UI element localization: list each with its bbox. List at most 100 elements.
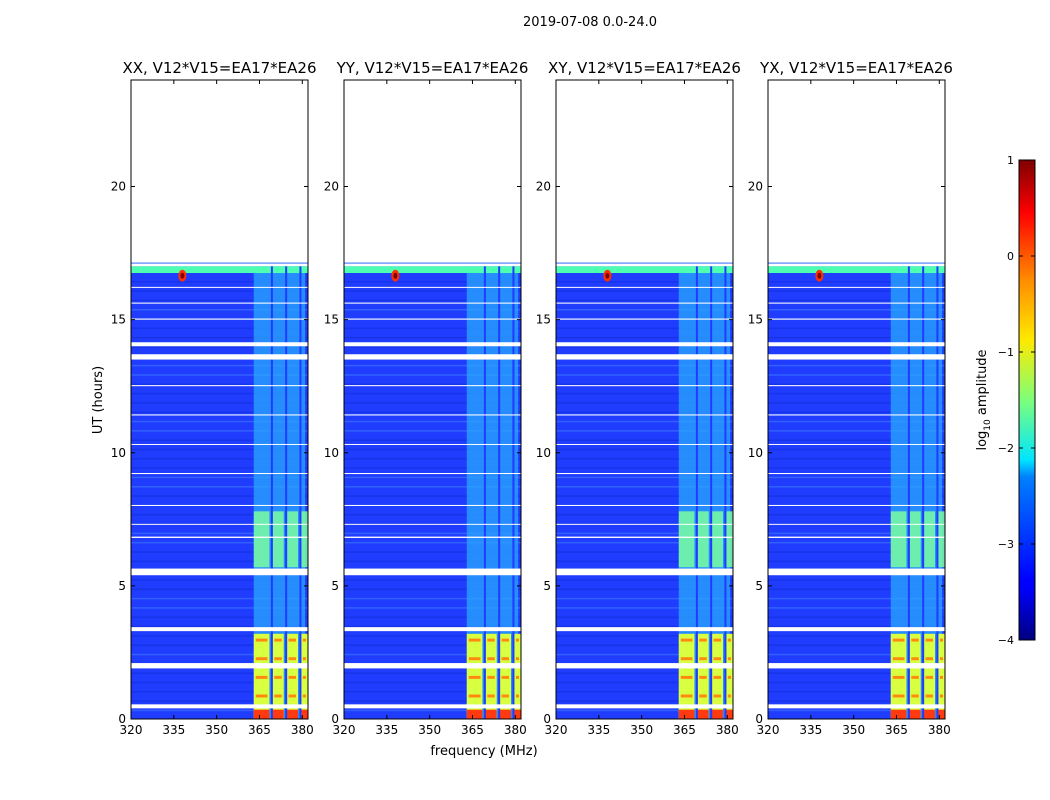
band-hot-segment: [272, 709, 284, 719]
band-high-segment: [697, 511, 709, 568]
flagged-interval: [556, 385, 733, 387]
rfi-spike-core: [817, 272, 822, 279]
band-warm-streak: [487, 657, 495, 661]
flagged-interval: [344, 536, 521, 538]
x-tick-label: 380: [504, 723, 527, 737]
band-warm-streak: [501, 675, 510, 679]
x-tick-label: 365: [885, 723, 908, 737]
y-tick-label: 20: [536, 180, 551, 194]
noise-row: [131, 336, 308, 339]
band-warm-streak: [925, 638, 934, 642]
band-hot-segment: [466, 709, 483, 719]
noise-row: [556, 672, 733, 674]
colorbar-tick-label: 1: [1007, 154, 1014, 167]
band-high-segment: [923, 511, 936, 568]
noise-row: [344, 653, 521, 656]
panel-title: XX, V12*V15=EA17*EA26: [122, 59, 316, 77]
noise-row: [131, 495, 308, 497]
flagged-interval: [556, 523, 733, 525]
noise-row: [131, 364, 308, 367]
noise-row: [768, 551, 945, 553]
panel-frame: [767, 79, 946, 720]
noise-row: [768, 625, 945, 628]
y-axis-label: UT (hours): [91, 366, 106, 434]
band-warm-streak: [302, 638, 306, 642]
noise-row: [768, 597, 945, 600]
band-warm-streak: [911, 638, 919, 642]
band-warm-streak: [468, 657, 481, 661]
noise-row: [556, 681, 733, 684]
band-warm-streak: [255, 638, 268, 642]
flagged-interval: [768, 414, 945, 416]
noise-row: [131, 616, 308, 618]
band-warm-streak: [939, 657, 943, 661]
panel-xx: XX, V12*V15=EA17*EA26 320 335 350 365 380 0 5 10…: [111, 59, 317, 737]
noise-row: [344, 700, 521, 702]
noise-row: [344, 374, 521, 376]
noise-row: [131, 476, 308, 479]
flagged-interval: [131, 627, 308, 632]
noise-row: [344, 588, 521, 591]
band-warm-streak: [501, 694, 510, 698]
rfi-spike-core: [180, 272, 185, 279]
noise-row: [556, 281, 733, 283]
flagged-interval: [556, 443, 733, 445]
noise-row: [344, 635, 521, 637]
band-hot-segment: [300, 709, 308, 719]
noise-row: [131, 644, 308, 646]
panel-frame: [555, 79, 734, 720]
band-warm-streak: [892, 657, 905, 661]
noise-row: [344, 439, 521, 441]
noise-row: [556, 700, 733, 702]
noise-row: [344, 644, 521, 646]
flagged-interval: [556, 472, 733, 475]
flagged-interval: [131, 286, 308, 288]
flagged-interval: [131, 385, 308, 387]
panel-frame: [343, 79, 522, 720]
noise-row: [768, 486, 945, 488]
band-hot-segment: [513, 709, 521, 719]
channel-gap: [724, 266, 727, 719]
band-warm-streak: [288, 657, 297, 661]
noise-row: [768, 402, 945, 404]
panel-title: YX, V12*V15=EA17*EA26: [759, 59, 953, 77]
colorbar-tick-label: −4: [998, 634, 1014, 647]
rfi-spike-core: [605, 272, 610, 279]
flagged-interval: [131, 568, 308, 576]
noise-row: [344, 681, 521, 684]
y-tick-label: 5: [331, 579, 339, 593]
flagged-interval: [344, 302, 521, 304]
band-warm-streak: [892, 675, 905, 679]
band-hot-segment: [253, 709, 270, 719]
noise-row: [556, 336, 733, 339]
noise-row: [131, 579, 308, 581]
x-tick-label: 320: [120, 723, 143, 737]
flagged-interval: [768, 443, 945, 445]
noise-row: [556, 308, 733, 311]
flagged-interval: [131, 504, 308, 506]
top-edge-row: [131, 266, 308, 274]
y-tick-label: 5: [543, 579, 551, 593]
noise-row: [131, 411, 308, 413]
band-warm-streak: [274, 675, 282, 679]
noise-row: [344, 616, 521, 618]
noise-row: [344, 336, 521, 339]
noise-row: [768, 262, 945, 264]
channel-gap: [285, 266, 288, 719]
noise-row: [768, 392, 945, 395]
x-tick-label: 335: [587, 723, 610, 737]
noise-row: [768, 560, 945, 563]
noise-row: [131, 327, 308, 330]
noise-row: [556, 560, 733, 563]
noise-row: [344, 281, 521, 283]
band-hot-segment: [725, 709, 733, 719]
noise-row: [131, 551, 308, 553]
noise-row: [768, 448, 945, 451]
panel-yx: YX, V12*V15=EA17*EA26 320 335 350 365 380 0 5 10…: [748, 59, 953, 737]
noise-row: [131, 346, 308, 348]
noise-row: [344, 691, 521, 693]
band-warm-streak: [288, 638, 297, 642]
x-tick-label: 365: [673, 723, 696, 737]
figure-suptitle: 2019-07-08 0.0-24.0: [523, 15, 657, 30]
noise-row: [131, 672, 308, 674]
